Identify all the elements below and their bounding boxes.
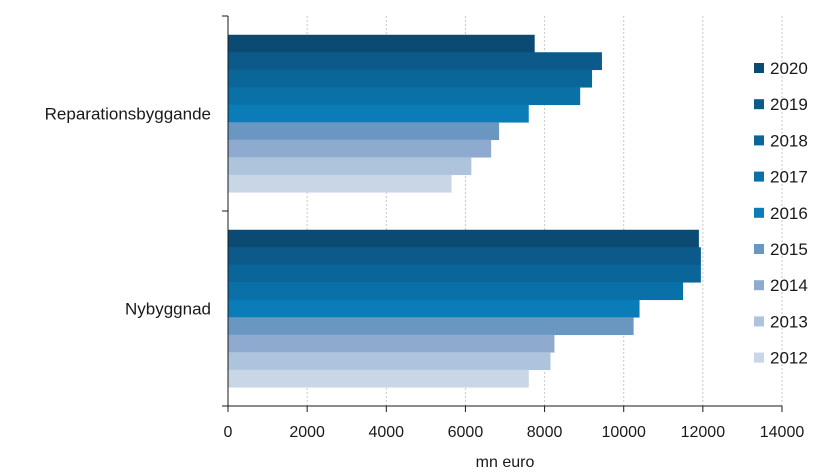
legend-label-2018: 2018 <box>770 131 808 150</box>
bar-reparationsbyggande-2013 <box>228 157 472 176</box>
legend-swatch-2016 <box>754 207 764 218</box>
legend-swatch-2020 <box>754 63 764 73</box>
bar-nybyggnad-2019 <box>228 247 701 266</box>
category-labels: Reparationsbyggande Nybyggnad <box>45 105 211 319</box>
x-tick-labels: 0 2000 4000 6000 8000 10000 12000 14000 <box>224 424 805 441</box>
bar-nybyggnad-2015 <box>228 317 634 336</box>
x-tick-label-7: 14000 <box>760 424 805 441</box>
bar-nybyggnad-2013 <box>228 352 551 371</box>
category-label-nybyggnad: Nybyggnad <box>125 300 211 319</box>
legend-swatch-2013 <box>754 316 764 327</box>
legend-label-2015: 2015 <box>770 240 808 259</box>
bar-nybyggnad-2018 <box>228 264 701 283</box>
bar-nybyggnad-2014 <box>228 334 555 353</box>
bar-reparationsbyggande-2019 <box>228 52 602 71</box>
x-axis-label: mn euro <box>476 454 535 471</box>
legend-swatch-2015 <box>754 244 764 254</box>
legend-label-2014: 2014 <box>770 276 808 295</box>
x-tick-label-2: 4000 <box>368 424 404 441</box>
bar-nybyggnad-2016 <box>228 299 640 318</box>
legend-label-2019: 2019 <box>770 95 808 114</box>
legend-swatch-2012 <box>754 352 764 363</box>
legend-swatch-2014 <box>754 280 764 291</box>
bar-nybyggnad-2012 <box>228 369 529 388</box>
legend-swatch-2018 <box>754 135 764 146</box>
bar-reparationsbyggande-2018 <box>228 69 593 88</box>
legend-label-2017: 2017 <box>770 168 808 187</box>
legend-label-2016: 2016 <box>770 204 808 223</box>
legend: 2020 2019 2018 2017 2016 2015 2014 2013 2012 <box>754 59 808 368</box>
legend-label-2012: 2012 <box>770 349 808 368</box>
legend-label-2013: 2013 <box>770 312 808 331</box>
x-tick-label-0: 0 <box>224 424 233 441</box>
x-tick-label-1: 2000 <box>289 424 325 441</box>
x-tick-label-5: 10000 <box>601 424 646 441</box>
axes <box>222 15 783 412</box>
x-tick-label-4: 8000 <box>527 424 563 441</box>
bar-reparationsbyggande-2015 <box>228 122 500 141</box>
x-tick-label-3: 6000 <box>448 424 484 441</box>
bars <box>228 34 701 388</box>
legend-swatch-2019 <box>754 99 764 110</box>
category-label-reparationsbyggande: Reparationsbyggande <box>45 105 211 124</box>
bar-reparationsbyggande-2012 <box>228 174 452 193</box>
bar-reparationsbyggande-2020 <box>228 34 535 53</box>
legend-swatch-2017 <box>754 171 764 182</box>
x-tick-label-6: 12000 <box>681 424 726 441</box>
bar-reparationsbyggande-2017 <box>228 87 581 106</box>
bar-reparationsbyggande-2014 <box>228 139 492 158</box>
bar-nybyggnad-2017 <box>228 282 684 301</box>
bar-nybyggnad-2020 <box>228 229 699 248</box>
legend-label-2020: 2020 <box>770 59 808 78</box>
bar-reparationsbyggande-2016 <box>228 104 529 123</box>
